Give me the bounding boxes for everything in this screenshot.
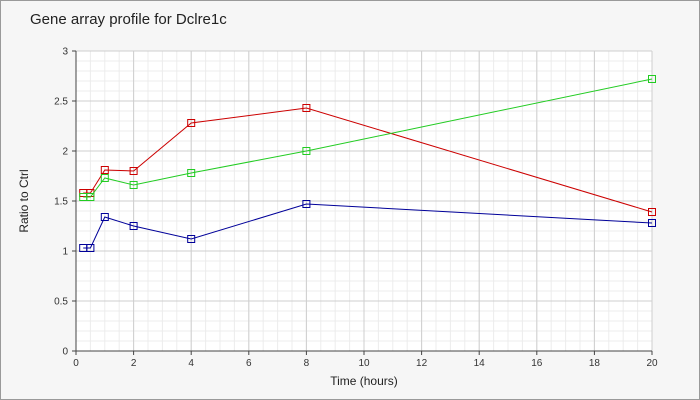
y-axis-label: Ratio to Ctrl [17,169,31,232]
series-line [83,203,653,249]
x-tick-label: 16 [531,358,543,369]
x-tick-label: 10 [358,358,370,369]
series-3 [79,200,656,252]
x-tick-label: 0 [73,358,79,369]
data-point [302,104,311,112]
x-tick-label: 12 [416,358,428,369]
x-tick-label: 14 [474,358,486,369]
x-tick-label: 20 [646,358,658,369]
data-point [187,169,196,177]
data-point [187,119,196,127]
data-point [86,244,95,252]
data-point [100,174,109,182]
series-2 [79,75,656,201]
series-line [83,78,653,198]
x-tick-label: 6 [246,358,252,369]
y-tick-label: 1 [62,247,68,258]
data-point [100,166,109,174]
data-point [648,75,656,83]
data-point [187,235,196,243]
x-tick-label: 18 [589,358,601,369]
data-point [302,147,311,155]
y-tick-label: 0 [62,347,68,358]
data-point [129,222,138,230]
data-point [86,193,95,201]
y-tick-label: 2.5 [54,97,68,108]
y-tick-label: 2 [62,147,68,158]
data-point [302,200,311,208]
x-axis-label: Time (hours) [330,374,398,388]
data-point [100,213,109,221]
x-tick-label: 4 [188,358,194,369]
chart-title: Gene array profile for Dclre1c [30,11,227,28]
y-tick-label: 0.5 [54,297,68,308]
data-point [129,181,138,189]
y-tick-label: 1.5 [54,197,68,208]
y-tick-label: 3 [62,47,68,58]
x-tick-label: 2 [131,358,137,369]
data-point [648,219,656,227]
x-tick-label: 8 [304,358,310,369]
data-point [648,208,656,216]
data-point [129,167,138,175]
